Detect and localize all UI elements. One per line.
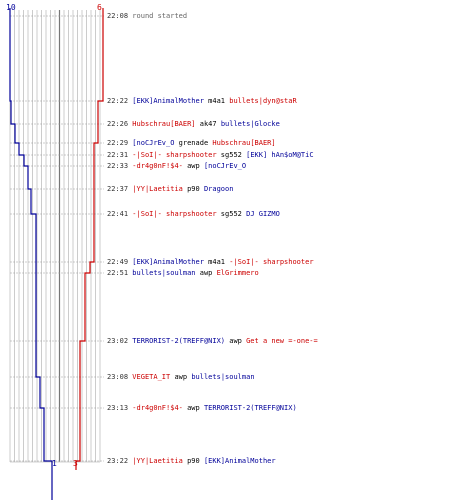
event-text: m4a1	[203, 258, 230, 266]
event-text: [EKK] hAn$oM@TiC	[246, 151, 314, 159]
event-time: 22:29	[107, 139, 133, 147]
event-text: awp	[195, 269, 217, 277]
event-row: 23:02 TERRORIST-2(TREFF@NIX) awp Get a n…	[107, 337, 318, 346]
event-row: 22:31 -|SoI|- sharpshooter sg552 [EKK] h…	[107, 151, 314, 160]
event-text: bullets|Glocke	[220, 120, 280, 128]
event-text: awp	[225, 337, 247, 345]
event-text: Hubschrau[BAER]	[132, 120, 196, 128]
event-row: 22:33 -dr4g0nF!$4- awp [noCJrEv_O	[107, 162, 246, 171]
event-time: 22:31	[107, 151, 133, 159]
event-text: p90	[182, 457, 204, 465]
event-text: DJ GIZMO	[246, 210, 280, 218]
blue-score-line	[9, 8, 53, 500]
event-text: Dragoon	[203, 185, 234, 193]
event-time: 22:22	[107, 97, 133, 105]
event-text: awp	[182, 162, 204, 170]
blue-end-score: 1	[52, 459, 57, 468]
event-text: [noCJrEv_O	[203, 162, 247, 170]
event-text: bullets|soulman	[191, 373, 255, 381]
event-text: Hubschrau[BAER]	[212, 139, 276, 147]
event-text: TERRORIST-2(TREFF@NIX)	[203, 404, 297, 412]
event-text: p90	[182, 185, 204, 193]
event-text: ak47	[195, 120, 221, 128]
event-time: 23:22	[107, 457, 133, 465]
event-text: sg552	[216, 151, 247, 159]
event-text: TERRORIST-2(TREFF@NIX)	[132, 337, 226, 345]
event-row: 22:37 |YY|Laetitia p90 Dragoon	[107, 185, 233, 194]
event-text: -|SoI|- sharpshooter	[132, 151, 217, 159]
event-row: 22:26 Hubschrau[BAER] ak47 bullets|Glock…	[107, 120, 280, 129]
event-time: 22:08	[107, 12, 133, 20]
red-start-score: 6	[97, 3, 102, 12]
event-time: 22:26	[107, 120, 133, 128]
event-text: round started	[132, 12, 188, 20]
event-time: 23:13	[107, 404, 133, 412]
event-text: -dr4g0nF!$4-	[132, 404, 183, 412]
event-text: [noCJrEv_O	[132, 139, 175, 147]
score-lines	[9, 8, 104, 500]
event-text: -|SoI|- sharpshooter	[132, 210, 217, 218]
event-text: [EKK]AnimalMother	[132, 258, 204, 266]
event-row: 23:08 VEGETA_IT awp bullets|soulman	[107, 373, 255, 382]
event-row: 23:13 -dr4g0nF!$4- awp TERRORIST-2(TREFF…	[107, 404, 297, 413]
event-text: VEGETA_IT	[132, 373, 171, 381]
event-text: |YY|Laetitia	[132, 457, 183, 465]
event-text: bullets|dyn@staR	[229, 97, 297, 105]
event-time: 22:33	[107, 162, 133, 170]
event-text: Get a new =-one-=	[246, 337, 318, 345]
event-text: -|SoI|- sharpshooter	[229, 258, 314, 266]
event-text: awp	[170, 373, 192, 381]
event-row: 23:22 |YY|Laetitia p90 [EKK]AnimalMother	[107, 457, 276, 466]
event-time: 22:49	[107, 258, 133, 266]
event-row: 22:08 round started	[107, 12, 187, 21]
grid-lines	[9, 10, 104, 463]
event-text: m4a1	[203, 97, 230, 105]
event-time: 22:41	[107, 210, 133, 218]
event-time: 22:51	[107, 269, 133, 277]
event-time: 22:37	[107, 185, 133, 193]
red-score-line	[75, 8, 104, 470]
red-end-score: 3	[73, 459, 78, 468]
event-text: awp	[182, 404, 204, 412]
blue-start-score: 10	[6, 3, 16, 12]
event-time: 23:08	[107, 373, 133, 381]
event-row: 22:29 [noCJrEv_O grenade Hubschrau[BAER]	[107, 139, 276, 148]
event-row: 22:22 [EKK]AnimalMother m4a1 bullets|dyn…	[107, 97, 297, 106]
event-text: ElGrimmero	[216, 269, 259, 277]
event-text: sg552	[216, 210, 247, 218]
event-text: [EKK]AnimalMother	[203, 457, 276, 465]
event-row: 22:51 bullets|soulman awp ElGrimmero	[107, 269, 259, 278]
event-text: grenade	[174, 139, 213, 147]
event-text: bullets|soulman	[132, 269, 196, 277]
event-row: 22:49 [EKK]AnimalMother m4a1 -|SoI|- sha…	[107, 258, 314, 267]
event-text: [EKK]AnimalMother	[132, 97, 204, 105]
event-text: |YY|Laetitia	[132, 185, 183, 193]
event-text: -dr4g0nF!$4-	[132, 162, 183, 170]
event-row: 22:41 -|SoI|- sharpshooter sg552 DJ GIZM…	[107, 210, 280, 219]
event-time: 23:02	[107, 337, 133, 345]
